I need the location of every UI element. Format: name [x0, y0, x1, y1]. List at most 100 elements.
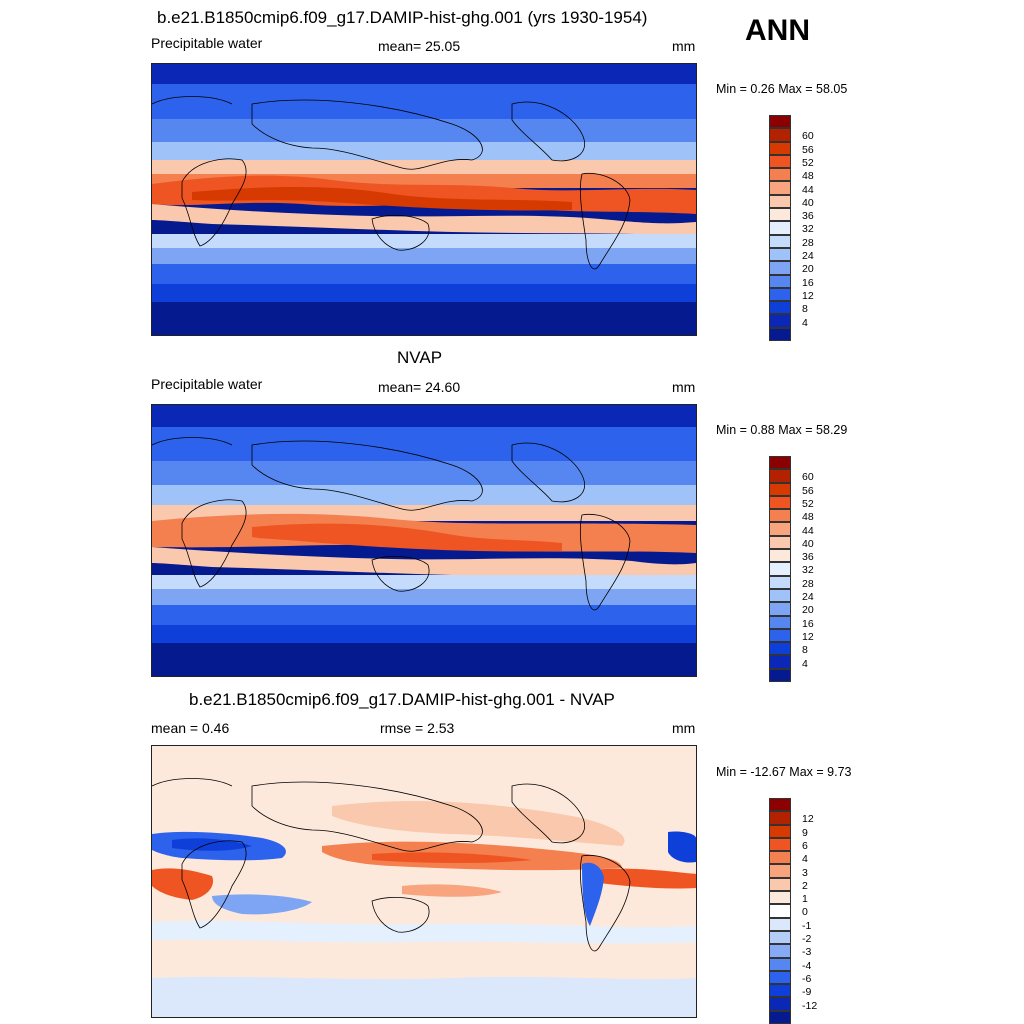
colorbar-swatch	[769, 602, 791, 616]
panel-obs-map	[151, 404, 697, 677]
colorbar-swatch	[769, 615, 791, 629]
colorbar-tick-label: 48	[802, 170, 814, 183]
colorbar-swatch	[769, 655, 791, 669]
colorbar-swatch	[769, 1010, 791, 1024]
colorbar-swatch	[769, 141, 791, 155]
colorbar-swatch	[769, 327, 791, 342]
colorbar-tick-label: -1	[802, 919, 812, 932]
colorbar-swatch	[769, 588, 791, 603]
colorbar-swatch	[769, 482, 791, 496]
panel-obs-colorbar: 60 56 52 48 44 40 36 32 28 24 20 16 12 8 4	[769, 456, 814, 683]
panel-diff-mean: mean = 0.46	[151, 720, 230, 736]
panel-obs-variable: Precipitable water	[151, 376, 263, 392]
colorbar-tick-label: 4	[802, 657, 808, 670]
colorbar-tick-label: -3	[802, 946, 812, 959]
colorbar-tick-label: 28	[802, 577, 814, 590]
colorbar-swatch	[769, 904, 791, 918]
panel-obs-mean: mean= 24.60	[378, 379, 461, 395]
colorbar-swatch	[769, 456, 791, 470]
colorbar-swatch	[769, 970, 791, 985]
panel-diff-rmse: rmse = 2.53	[380, 720, 455, 736]
precipitable-water-map	[152, 405, 696, 676]
panel-model-title: b.e21.B1850cmip6.f09_g17.DAMIP-hist-ghg.…	[157, 8, 648, 27]
colorbar-tick-label: 56	[802, 143, 814, 156]
colorbar-swatch	[769, 247, 791, 262]
precipitable-water-map	[152, 64, 696, 335]
colorbar-tick-label: 56	[802, 484, 814, 497]
colorbar-swatch	[769, 274, 791, 288]
colorbar-swatch	[769, 575, 791, 589]
colorbar-tick-label: 44	[802, 524, 814, 537]
colorbar-tick-label: 9	[802, 826, 808, 839]
colorbar-tick-label: 36	[802, 551, 814, 564]
colorbar-tick-label: 52	[802, 497, 814, 510]
colorbar-swatch	[769, 628, 791, 643]
panel-model-mean: mean= 25.05	[378, 38, 461, 54]
colorbar-tick-label: 4	[802, 853, 808, 866]
colorbar-swatch	[769, 824, 791, 838]
colorbar-swatch	[769, 864, 791, 878]
difference-map	[152, 746, 696, 1017]
colorbar-tick-label: -12	[802, 999, 818, 1012]
panel-diff-minmax: Min = -12.67 Max = 9.73	[716, 765, 852, 779]
panel-diff-units: mm	[672, 720, 696, 736]
colorbar-tick-label: 60	[802, 471, 814, 484]
colorbar-tick-label: 12	[802, 630, 814, 643]
colorbar-tick-label: -2	[802, 933, 812, 945]
colorbar-swatch	[769, 957, 791, 971]
colorbar-tick-label: 60	[802, 130, 814, 143]
colorbar-tick-label: 40	[802, 537, 814, 550]
colorbar-tick-label: 20	[802, 263, 814, 276]
colorbar-swatch	[769, 128, 791, 142]
colorbar-tick-label: 48	[802, 511, 814, 524]
colorbar-swatch	[769, 469, 791, 483]
panel-diff-colorbar: 12 9 6 4 3 2 1 0 -1 -2 -3 -4 -6 -9 -12	[769, 798, 817, 1024]
colorbar-swatch	[769, 562, 791, 576]
colorbar-swatch	[769, 522, 791, 536]
colorbar-swatch	[769, 261, 791, 275]
colorbar-swatch	[769, 798, 791, 812]
colorbar-tick-label: 40	[802, 196, 814, 209]
colorbar-swatch	[769, 154, 791, 169]
panel-model-colorbar: 60 56 52 48 44 40 36 32 28 24 20 16 12 8 4	[769, 115, 814, 342]
colorbar-swatch	[769, 495, 791, 510]
colorbar-swatch	[769, 930, 791, 945]
colorbar-swatch	[769, 535, 791, 550]
colorbar-tick-label: 12	[802, 289, 814, 302]
colorbar-tick-label: 44	[802, 183, 814, 196]
colorbar-tick-label: 8	[802, 303, 808, 316]
colorbar-swatch	[769, 851, 791, 865]
colorbar-swatch	[769, 509, 791, 523]
colorbar-swatch	[769, 314, 791, 328]
panel-obs-units: mm	[672, 379, 696, 395]
colorbar-tick-label: 2	[802, 879, 808, 892]
panel-model-variable: Precipitable water	[151, 35, 263, 51]
colorbar-swatch	[769, 181, 791, 195]
panel-obs-title: NVAP	[397, 348, 443, 367]
colorbar-swatch	[769, 194, 791, 209]
panel-model-map	[151, 63, 697, 336]
colorbar-swatch	[769, 234, 791, 248]
colorbar-swatch	[769, 221, 791, 235]
colorbar-tick-label: 52	[802, 156, 814, 169]
colorbar-tick-label: 16	[802, 276, 814, 289]
colorbar-swatch	[769, 668, 791, 683]
colorbar-tick-label: -6	[802, 972, 812, 985]
colorbar-swatch	[769, 837, 791, 852]
colorbar-tick-label: 24	[802, 250, 814, 262]
colorbar-swatch	[769, 115, 791, 129]
colorbar-tick-label: 6	[802, 839, 808, 852]
colorbar-tick-label: 4	[802, 316, 808, 329]
colorbar-swatch	[769, 944, 791, 958]
colorbar-swatch	[769, 984, 791, 998]
colorbar-tick-label: 0	[802, 906, 808, 919]
colorbar-tick-label: 3	[802, 866, 808, 879]
colorbar-swatch	[769, 891, 791, 905]
colorbar-tick-label: 20	[802, 604, 814, 617]
colorbar-swatch	[769, 208, 791, 222]
season-label: ANN	[745, 14, 810, 47]
colorbar-swatch	[769, 301, 791, 315]
colorbar-tick-label: -4	[802, 959, 812, 972]
colorbar-tick-label: 24	[802, 591, 814, 603]
colorbar-tick-label: 1	[802, 893, 808, 906]
